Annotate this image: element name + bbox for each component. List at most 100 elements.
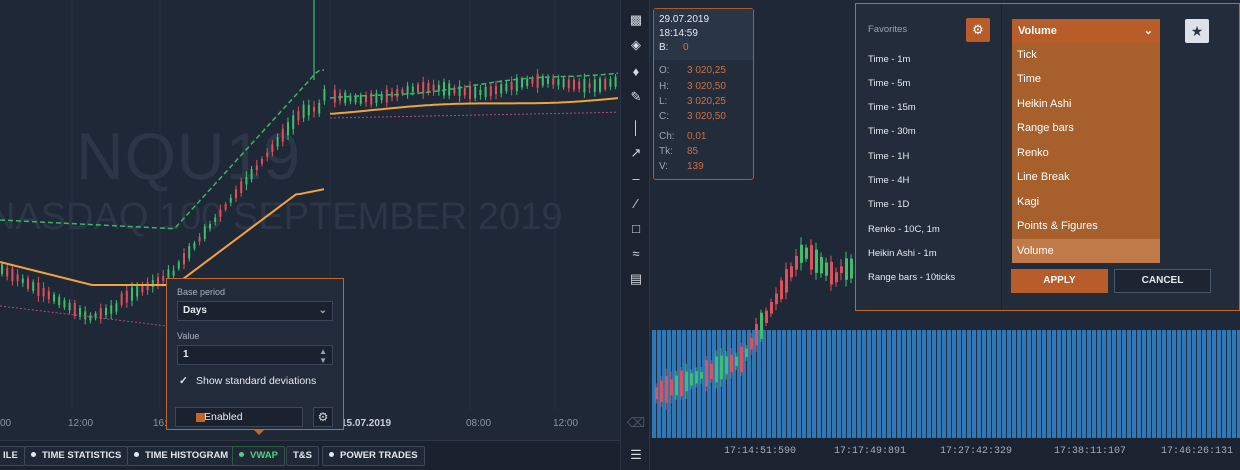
volume-bar (1097, 330, 1101, 438)
volume-bar (912, 330, 916, 438)
chart-type-option[interactable]: Time (1017, 73, 1042, 85)
candle-body (780, 280, 783, 300)
candle-body (547, 78, 549, 84)
candle-body (146, 282, 149, 291)
favorite-item[interactable]: Renko - 10C, 1m (868, 224, 940, 235)
stepper-arrows-icon[interactable]: ▲ ▼ (319, 347, 327, 365)
time-axis-label: 12:00 (68, 418, 94, 429)
layers-icon[interactable]: ◈ (631, 37, 641, 52)
rectangle-icon[interactable]: □ (632, 221, 640, 236)
list-icon[interactable]: ☰ (630, 447, 642, 462)
volume-bar (1127, 330, 1131, 438)
tab-vwap[interactable]: VWAP (232, 446, 285, 466)
chart-type-option[interactable]: Renko (1017, 147, 1049, 159)
candle-body (307, 105, 310, 116)
favorite-item[interactable]: Time - 15m (868, 102, 916, 113)
dot-icon (31, 452, 36, 457)
volume-bar (832, 330, 836, 438)
candle-body (11, 268, 14, 282)
gear-icon[interactable]: ⚙ (313, 407, 333, 427)
high-row: H: 3 020,50 (659, 81, 726, 92)
volume-bar (1017, 330, 1021, 438)
chart-type-select[interactable]: Volume ⌄ (1012, 19, 1160, 43)
tab-profile[interactable]: ILE (0, 446, 25, 466)
candle-body (157, 277, 159, 285)
left-chart-pane[interactable]: NQU19 NASDAQ 100 SEPTEMBER 2019 00 12:00… (0, 0, 620, 440)
favorite-item[interactable]: Time - 5m (868, 78, 911, 89)
volume-bar (682, 330, 686, 438)
volume-bar (917, 330, 921, 438)
volume-bar (1237, 330, 1240, 438)
candle-body (521, 79, 523, 88)
enabled-toggle[interactable]: Enabled (175, 407, 303, 427)
candle-body (255, 165, 258, 171)
bell-icon[interactable]: ♦ (632, 64, 640, 79)
value-field[interactable]: 1 (183, 349, 189, 360)
base-period-select[interactable]: Days ⌄ (177, 301, 333, 321)
volume-bar (1062, 330, 1066, 438)
fibonacci-icon[interactable]: ≈ (632, 246, 640, 261)
chart-type-option-selected[interactable]: Volume (1012, 239, 1160, 263)
trend-line-icon[interactable]: ∕ (634, 196, 638, 211)
chart-type-option[interactable]: Line Break (1017, 171, 1070, 183)
candle-body (281, 128, 284, 142)
chart-type-option[interactable]: Tick (1017, 49, 1037, 61)
candle-body (172, 270, 175, 276)
chart-type-option[interactable]: Range bars (1017, 122, 1074, 134)
star-icon[interactable]: ★ (1185, 19, 1209, 43)
volume-bar (707, 330, 711, 438)
b-row: B: 0 (659, 42, 689, 53)
favorite-item[interactable]: Heikin Ashi - 1m (868, 248, 937, 259)
bar-chart-icon[interactable]: ▩ (629, 12, 643, 27)
chart-type-option[interactable]: Heikin Ashi (1017, 98, 1072, 110)
volume-bar (727, 330, 731, 438)
candle-body (526, 78, 529, 86)
draw-icon[interactable]: ✎ (630, 89, 642, 104)
candle-body (604, 79, 607, 90)
right-volume-chart[interactable] (650, 0, 1240, 470)
tab-time-histogram[interactable]: TIME HISTOGRAM (127, 446, 236, 466)
volume-bar (657, 330, 661, 438)
gear-icon[interactable]: ⚙ (966, 18, 990, 42)
time-axis-label: 00 (0, 418, 12, 429)
candle-body (380, 94, 383, 101)
candle-body (276, 137, 279, 147)
show-std-dev-checkbox[interactable]: ✓ Show standard deviations (179, 375, 316, 387)
tab-label: VWAP (250, 450, 278, 461)
chart-type-option[interactable]: Points & Figures (1017, 220, 1098, 232)
candle-body (297, 111, 300, 121)
chart-type-option[interactable]: Kagi (1017, 196, 1040, 208)
template-icon[interactable]: ▤ (629, 271, 643, 286)
favorite-item[interactable]: Range bars - 10ticks (868, 272, 956, 283)
ticks-label: Tk: (659, 146, 673, 157)
candle-body (845, 258, 848, 280)
favorite-item[interactable]: Time - 1D (868, 199, 910, 210)
cancel-button[interactable]: CANCEL (1114, 269, 1211, 293)
tab-time-and-sales[interactable]: T&S (286, 446, 319, 466)
candle-body (240, 181, 243, 194)
candle-body (271, 144, 274, 153)
time-axis-label: 17:38:11:107 (1054, 446, 1127, 457)
favorite-item[interactable]: Time - 1m (868, 54, 911, 65)
candle-body (775, 293, 778, 305)
left-price-chart[interactable] (0, 0, 620, 440)
volume-bar (937, 330, 941, 438)
volume-bar (987, 330, 991, 438)
volume-bar (792, 330, 796, 438)
value-stepper[interactable]: 1 ▲ ▼ (177, 345, 333, 365)
vertical-line-icon[interactable]: │ (631, 120, 641, 135)
favorite-item[interactable]: Time - 30m (868, 126, 916, 137)
tab-power-trades[interactable]: POWER TRADES (322, 446, 425, 466)
favorite-item[interactable]: Time - 1H (868, 151, 910, 162)
apply-button[interactable]: APPLY (1011, 269, 1108, 293)
candle-body (105, 307, 107, 316)
candle-body (593, 79, 596, 92)
candle-body (359, 94, 362, 104)
horizontal-line-icon[interactable]: ‒ (632, 171, 640, 186)
candle-body (370, 93, 373, 105)
arrow-icon[interactable]: ↗ (630, 145, 642, 160)
favorite-item[interactable]: Time - 4H (868, 175, 910, 186)
tab-time-statistics[interactable]: TIME STATISTICS (24, 446, 129, 466)
volume-bar (712, 330, 716, 438)
volume-bar (1227, 330, 1231, 438)
